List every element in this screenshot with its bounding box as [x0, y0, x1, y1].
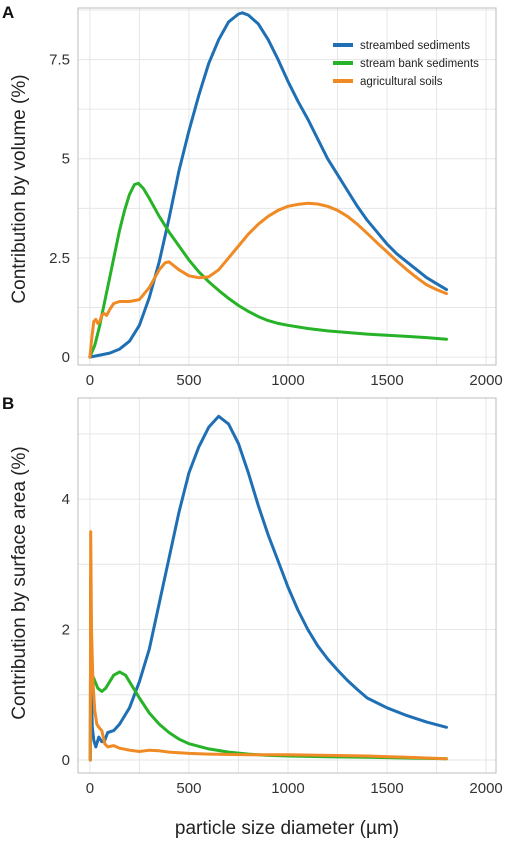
x-tick-label: 0	[86, 372, 94, 389]
panel-b-y-ticks: 0 2 4	[62, 491, 70, 769]
x-tick-label: 1000	[271, 372, 304, 389]
y-tick-label: 0	[62, 752, 70, 769]
series-line-streambed-sediments	[88, 11, 448, 359]
panel-a-series-lines	[88, 11, 448, 359]
series-line-stream-bank-sediments	[88, 181, 448, 359]
x-tick-label: 2000	[469, 372, 502, 389]
panel-a-y-ticks: 0 2.5 5 7.5	[49, 52, 70, 367]
x-tick-label: 0	[86, 780, 94, 797]
series-line-agricultural-soils	[88, 201, 448, 359]
panel-b-x-axis-label: particle size diameter (µm)	[175, 818, 399, 839]
series-line-streambed-sediments	[88, 414, 448, 762]
panel-a-x-ticks: 0 500 1000 1500 2000	[86, 372, 503, 389]
y-tick-label: 2.5	[49, 250, 70, 267]
y-tick-label: 2	[62, 622, 70, 639]
x-tick-label: 1500	[370, 780, 403, 797]
panel-a-letter: A	[2, 3, 14, 22]
legend-label-streambed-sediments: streambed sediments	[360, 40, 470, 52]
panel-b: B 0 2 4 0 500 1000 1500 2000 Contribution by s…	[2, 394, 503, 839]
x-tick-label: 2000	[469, 780, 502, 797]
series-line-agricultural-soils	[88, 530, 448, 762]
x-tick-label: 1500	[370, 372, 403, 389]
legend-label-stream-bank-sediments: stream bank sediments	[360, 58, 479, 70]
panel-a-y-axis-label: Contribution by volume (%)	[9, 74, 30, 303]
y-tick-label: 4	[62, 491, 70, 508]
panel-a-legend: streambed sediments stream bank sediments…	[333, 40, 479, 88]
x-tick-label: 500	[176, 780, 201, 797]
x-tick-label: 500	[176, 372, 201, 389]
series-line-stream-bank-sediments	[88, 588, 448, 762]
panel-b-x-ticks: 0 500 1000 1500 2000	[86, 780, 503, 797]
panel-b-plot-area	[77, 397, 497, 774]
panel-b-y-axis-label: Contribution by surface area (%)	[9, 446, 30, 720]
panel-a-plot-area	[77, 7, 497, 366]
panel-a: A 0 2.5 5 7.5 0 500 1000 1500 2000 Contribution…	[2, 3, 503, 389]
panel-b-letter: B	[2, 394, 14, 413]
y-tick-label: 7.5	[49, 52, 70, 69]
y-tick-label: 0	[62, 349, 70, 366]
x-tick-label: 1000	[271, 780, 304, 797]
panel-b-series-lines	[88, 414, 448, 762]
y-tick-label: 5	[62, 151, 70, 168]
legend-label-agricultural-soils: agricultural soils	[360, 76, 443, 88]
